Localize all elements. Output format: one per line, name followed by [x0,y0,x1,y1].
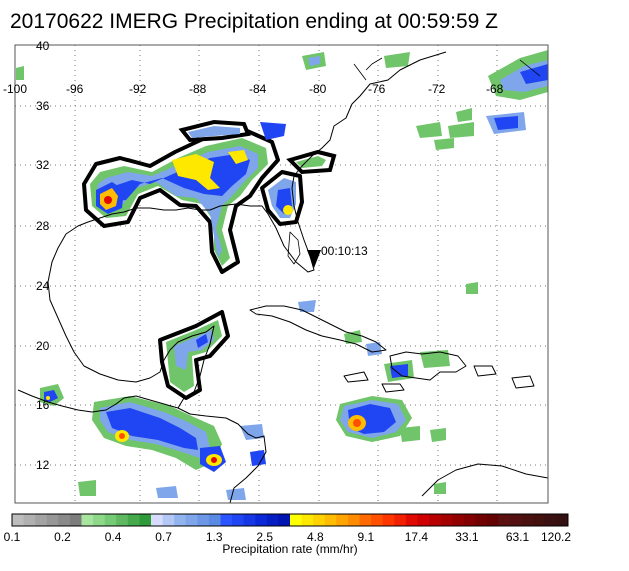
colorbar-swatch [417,514,430,526]
colorbar-tick-label: 9.1 [357,530,374,544]
colorbar-swatch [486,514,499,526]
colorbar-tick-label: 4.8 [307,530,324,544]
colorbar-swatch [336,514,349,526]
lon-label: -68 [486,82,504,96]
map-title: 20170622 IMERG Precipitation ending at 0… [10,10,498,33]
colorbar-swatch [463,514,476,526]
colorbar-swatch [440,514,453,526]
lat-label: 40 [36,39,50,53]
colorbar-swatch [290,514,302,526]
colorbar-swatch [533,514,546,526]
colorbar-tick-label: 0.7 [155,530,172,544]
lat-label: 32 [36,158,50,172]
colorbar-swatch [243,514,256,526]
colorbar-swatch [93,514,106,526]
colorbar-swatch [521,514,534,526]
lon-label: -92 [129,82,147,96]
colorbar-swatch [429,514,441,526]
colorbar-swatch [58,514,71,526]
colorbar-swatch [12,514,24,526]
colorbar-swatch [405,514,418,526]
colorbar-swatch [359,514,372,526]
colorbar-swatch [278,514,291,526]
lon-label: -72 [428,82,446,96]
colorbar-swatch [510,514,523,526]
colorbar-swatch [394,514,407,526]
lat-label: 20 [36,339,50,353]
colorbar-swatch [556,514,569,526]
colorbar-tick-labels: 0.1 0.2 0.4 0.7 1.3 2.5 4.8 9.1 17.4 33.1 63.1 120.… [4,530,572,544]
lat-label: 24 [36,279,50,293]
colorbar-tick-label: 0.4 [105,530,122,544]
lon-label: -84 [249,82,267,96]
colorbar-swatch [69,514,82,526]
colorbar-swatch [162,514,175,526]
colorbar-swatch [127,514,140,526]
lon-label: -80 [309,82,327,96]
colorbar-swatch [151,514,163,526]
colorbar-swatch [139,514,152,526]
colorbar-swatch [301,514,314,526]
colorbar-swatch [347,514,360,526]
colorbar-swatch [23,514,36,526]
colorbar-frame [11,513,569,527]
lon-label: -96 [66,82,84,96]
colorbar-tick-label: 1.3 [206,530,223,544]
colorbar-tick-label: 0.2 [54,530,71,544]
colorbar-swatch [266,514,279,526]
colorbar-swatch [255,514,268,526]
colorbar-swatch [220,514,233,526]
colorbar-tick-label: 17.4 [405,530,429,544]
colorbar-tick-label: 2.5 [256,530,273,544]
lat-label: 12 [36,458,50,472]
colorbar-swatch [116,514,129,526]
lat-label: 16 [36,398,50,412]
colorbar-swatch [324,514,337,526]
colorbar-swatches [12,514,569,526]
lon-label: -100 [3,82,27,96]
colorbar-swatch [81,514,94,526]
colorbar-tick-label: 120.2 [541,530,571,544]
colorbar-swatch [475,514,488,526]
colorbar-swatch [46,514,59,526]
lat-label: 36 [36,99,50,113]
colorbar-swatch [185,514,198,526]
lon-label: -88 [189,82,207,96]
colorbar-swatch [208,514,221,526]
colorbar-swatch [104,514,117,526]
lat-label: 28 [36,219,50,233]
colorbar-swatch [498,514,511,526]
satellite-position-marker [307,250,321,268]
colorbar-tick-label: 0.1 [4,530,21,544]
colorbar-swatch [382,514,395,526]
overpass-time-label: 00:10:13 [321,244,368,258]
colorbar-tick-label: 63.1 [506,530,530,544]
colorbar-swatch [232,514,245,526]
colorbar-swatch [197,514,210,526]
colorbar-swatch [313,514,326,526]
colorbar-tick-label: 33.1 [455,530,479,544]
colorbar-label: Precipitation rate (mm/hr) [222,542,358,556]
colorbar-swatch [452,514,465,526]
colorbar-swatch [544,514,557,526]
lon-label: -76 [368,82,386,96]
precipitation-cells [16,50,548,500]
colorbar-swatch [371,514,384,526]
colorbar-swatch [174,514,187,526]
map-frame [14,44,549,504]
colorbar-swatch [35,514,48,526]
coastlines [17,51,548,503]
